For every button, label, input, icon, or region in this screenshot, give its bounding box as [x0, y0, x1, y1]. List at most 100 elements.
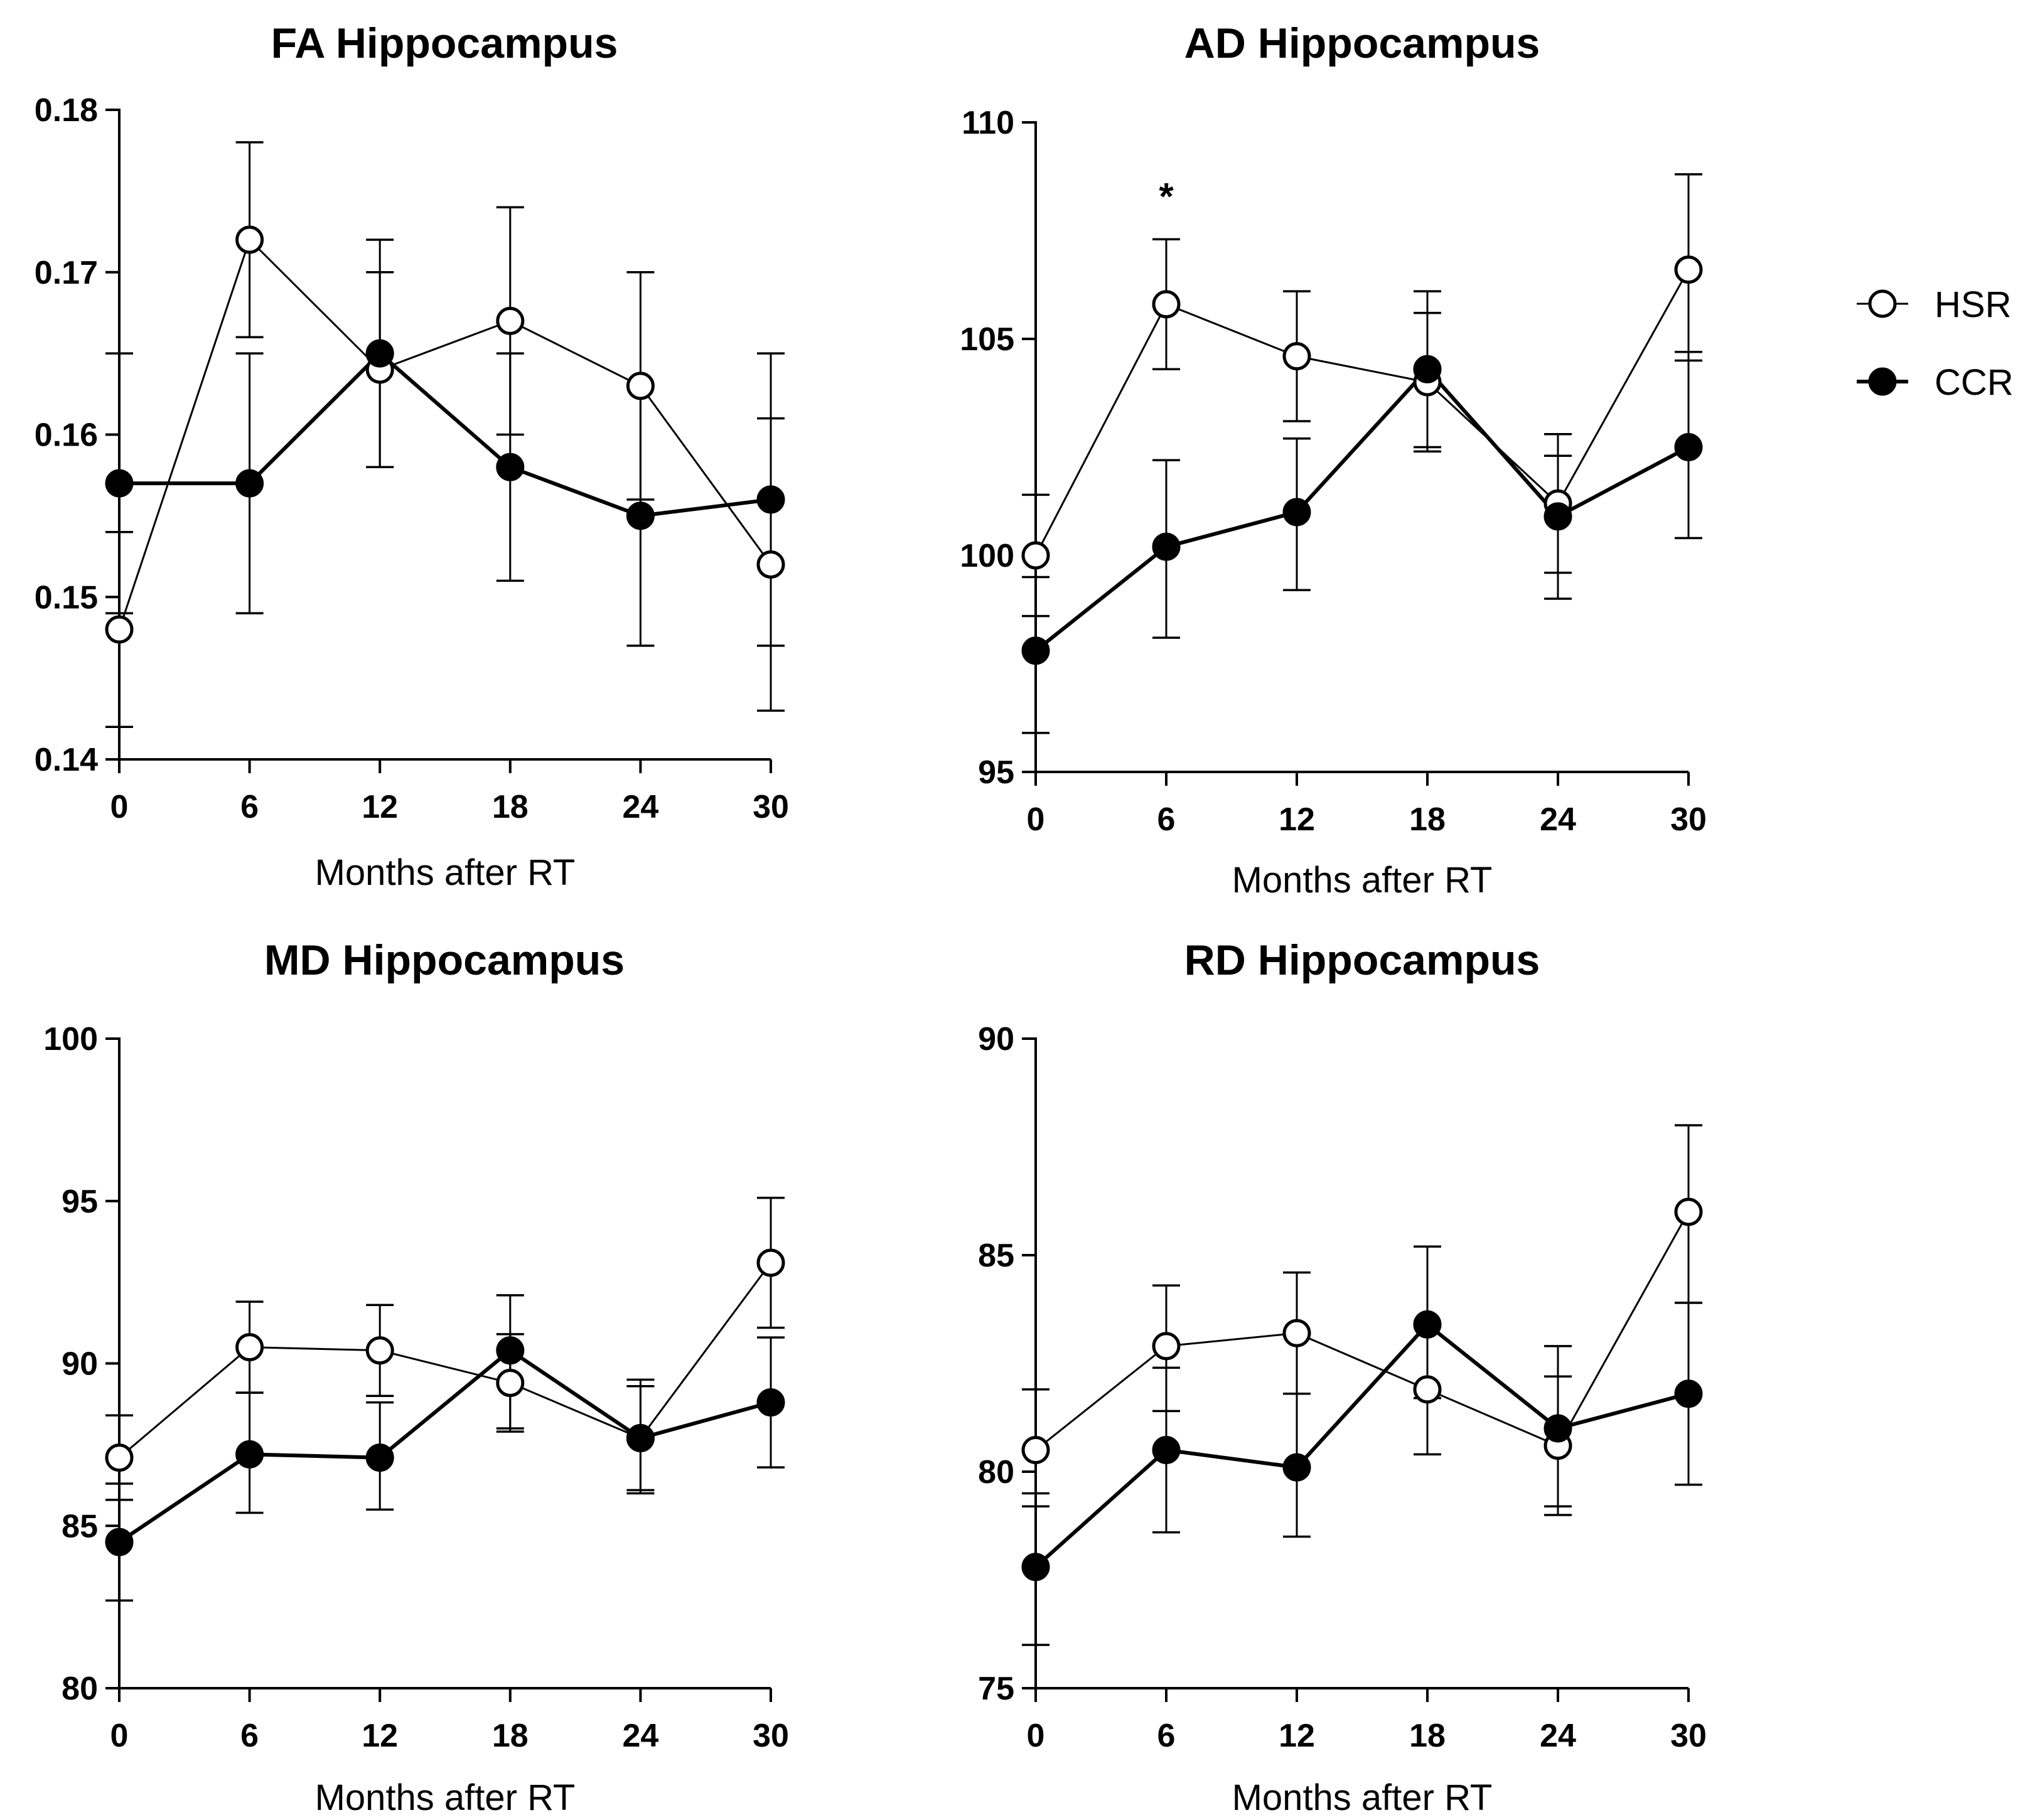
data-point-hsr	[1282, 1319, 1311, 1347]
markers-ccr-md-hippocampus	[105, 1336, 785, 1556]
y-tick-label-md-hippocampus: 80	[62, 1671, 98, 1707]
data-point-hsr	[1674, 255, 1703, 284]
x-tick-label-md-hippocampus: 24	[622, 1718, 658, 1754]
data-point-ccr	[1543, 502, 1572, 531]
legend: HSR CCR	[1857, 284, 2014, 403]
data-point-hsr	[1152, 1332, 1181, 1361]
data-point-ccr	[1282, 498, 1311, 527]
y-tick-label-ad-hippocampus: 95	[978, 754, 1014, 791]
data-point-hsr	[1282, 342, 1311, 371]
series-line-ccr	[1034, 367, 1690, 653]
x-tick-label-rd-hippocampus: 0	[1027, 1718, 1045, 1754]
x-tick-label-md-hippocampus: 12	[362, 1718, 398, 1754]
markers-hsr-fa-hippocampus	[105, 225, 785, 644]
data-point-hsr	[756, 550, 785, 579]
x-axis-label-ad-hippocampus: Months after RT	[1232, 860, 1493, 901]
x-tick-label-md-hippocampus: 30	[753, 1718, 789, 1754]
data-point-ccr	[1021, 1553, 1050, 1582]
y-tick-label-fa-hippocampus: 0.15	[35, 579, 98, 616]
series-line-ccr	[1034, 1322, 1689, 1569]
legend-marker-hsr	[1868, 289, 1897, 318]
markers-hsr-rd-hippocampus	[1021, 1197, 1703, 1464]
markers-ccr-rd-hippocampus	[1021, 1310, 1703, 1582]
y-tick-label-fa-hippocampus: 0.17	[35, 255, 98, 291]
axes-rd-hippocampus: 75 80 85 90 0 6 12 18 24 30	[978, 1021, 1707, 1754]
data-point-ccr	[1152, 532, 1181, 561]
y-tick-label-rd-hippocampus: 80	[978, 1454, 1014, 1491]
y-tick-label-md-hippocampus: 85	[62, 1508, 98, 1544]
data-point-hsr	[626, 372, 655, 400]
data-point-ccr	[1282, 1453, 1311, 1482]
data-point-hsr	[1413, 1375, 1442, 1404]
panel-title-ad-hippocampus: AD Hippocampus	[1184, 19, 1540, 67]
data-point-hsr	[105, 615, 134, 644]
x-tick-label-ad-hippocampus: 30	[1670, 801, 1707, 838]
data-point-ccr	[626, 1424, 655, 1453]
x-tick-label-fa-hippocampus: 18	[492, 789, 529, 825]
data-point-ccr	[626, 501, 655, 530]
y-tick-label-ad-hippocampus: 110	[962, 105, 1014, 141]
x-tick-label-md-hippocampus: 18	[492, 1718, 529, 1754]
x-axis-label-fa-hippocampus: Months after RT	[315, 852, 576, 893]
x-axis-label-rd-hippocampus: Months after RT	[1232, 1777, 1493, 1818]
panel-rd-hippocampus: RD Hippocampus 75 80 85 90 0 6 12 18 24 30 Months a…	[978, 936, 1707, 1818]
legend-item-hsr: HSR	[1857, 284, 2011, 325]
significance-marker-ad-hippocampus: *	[1159, 175, 1174, 217]
data-point-ccr	[756, 1388, 785, 1417]
y-tick-label-md-hippocampus: 90	[62, 1346, 98, 1383]
x-tick-label-md-hippocampus: 0	[110, 1718, 129, 1754]
data-point-ccr	[496, 452, 525, 481]
panel-ad-hippocampus: AD Hippocampus 95 100 105 110 0 6 12 18 24 30 Month…	[960, 19, 1707, 901]
x-tick-label-rd-hippocampus: 12	[1279, 1718, 1315, 1754]
data-point-ccr	[756, 485, 785, 514]
data-point-ccr	[1021, 636, 1050, 665]
markers-hsr-ad-hippocampus	[1021, 255, 1703, 570]
data-point-ccr	[105, 1528, 134, 1556]
series-line-hsr	[119, 1262, 772, 1459]
data-point-hsr	[1021, 1436, 1050, 1464]
chart-panels: FA Hippocampus 0.14 0.15 0.16 0.17 0.18 0 6 12 18…	[35, 19, 1707, 1818]
x-tick-label-rd-hippocampus: 30	[1670, 1718, 1707, 1754]
data-point-ccr	[365, 339, 394, 368]
x-tick-label-rd-hippocampus: 24	[1540, 1718, 1576, 1754]
series-hsr-md-hippocampus	[105, 1196, 785, 1501]
data-point-ccr	[1674, 1379, 1703, 1408]
series-ccr-rd-hippocampus	[1022, 1245, 1702, 1646]
data-point-hsr	[756, 1248, 785, 1277]
series-hsr-rd-hippocampus	[1022, 1124, 1702, 1516]
series-hsr-fa-hippocampus	[105, 141, 785, 728]
x-tick-label-fa-hippocampus: 0	[110, 789, 129, 825]
y-tick-label-ad-hippocampus: 100	[960, 538, 1014, 574]
x-tick-label-fa-hippocampus: 24	[622, 789, 658, 825]
data-point-hsr	[496, 1369, 525, 1398]
data-point-hsr	[105, 1443, 134, 1472]
series-ccr-md-hippocampus	[105, 1294, 785, 1602]
x-tick-label-fa-hippocampus: 30	[753, 789, 789, 825]
x-tick-label-rd-hippocampus: 6	[1157, 1718, 1176, 1754]
legend-item-ccr: CCR	[1857, 362, 2014, 403]
panel-title-fa-hippocampus: FA Hippocampus	[271, 19, 618, 67]
legend-label-hsr: HSR	[1935, 284, 2011, 325]
data-point-hsr	[1152, 290, 1181, 319]
legend-label-ccr: CCR	[1935, 362, 2014, 403]
series-line-ccr	[118, 1348, 771, 1544]
data-point-hsr	[496, 306, 525, 335]
x-tick-label-ad-hippocampus: 18	[1409, 801, 1446, 838]
markers-ccr-ad-hippocampus	[1021, 355, 1703, 665]
data-point-hsr	[235, 1333, 264, 1362]
data-point-ccr	[1674, 433, 1703, 461]
panel-title-rd-hippocampus: RD Hippocampus	[1184, 936, 1540, 984]
panel-title-md-hippocampus: MD Hippocampus	[264, 936, 625, 984]
y-tick-label-ad-hippocampus: 105	[960, 321, 1014, 358]
x-axis-label-md-hippocampus: Months after RT	[315, 1777, 576, 1818]
panel-fa-hippocampus: FA Hippocampus 0.14 0.15 0.16 0.17 0.18 0 6 12 18…	[35, 19, 789, 893]
markers-ccr-fa-hippocampus	[105, 339, 785, 530]
y-tick-label-md-hippocampus: 95	[62, 1184, 98, 1220]
data-point-ccr	[365, 1443, 394, 1472]
legend-marker-ccr	[1868, 367, 1897, 396]
y-tick-label-fa-hippocampus: 0.14	[35, 742, 98, 778]
y-tick-label-md-hippocampus: 100	[43, 1021, 98, 1057]
data-point-hsr	[365, 1336, 394, 1365]
data-point-ccr	[1413, 355, 1442, 383]
